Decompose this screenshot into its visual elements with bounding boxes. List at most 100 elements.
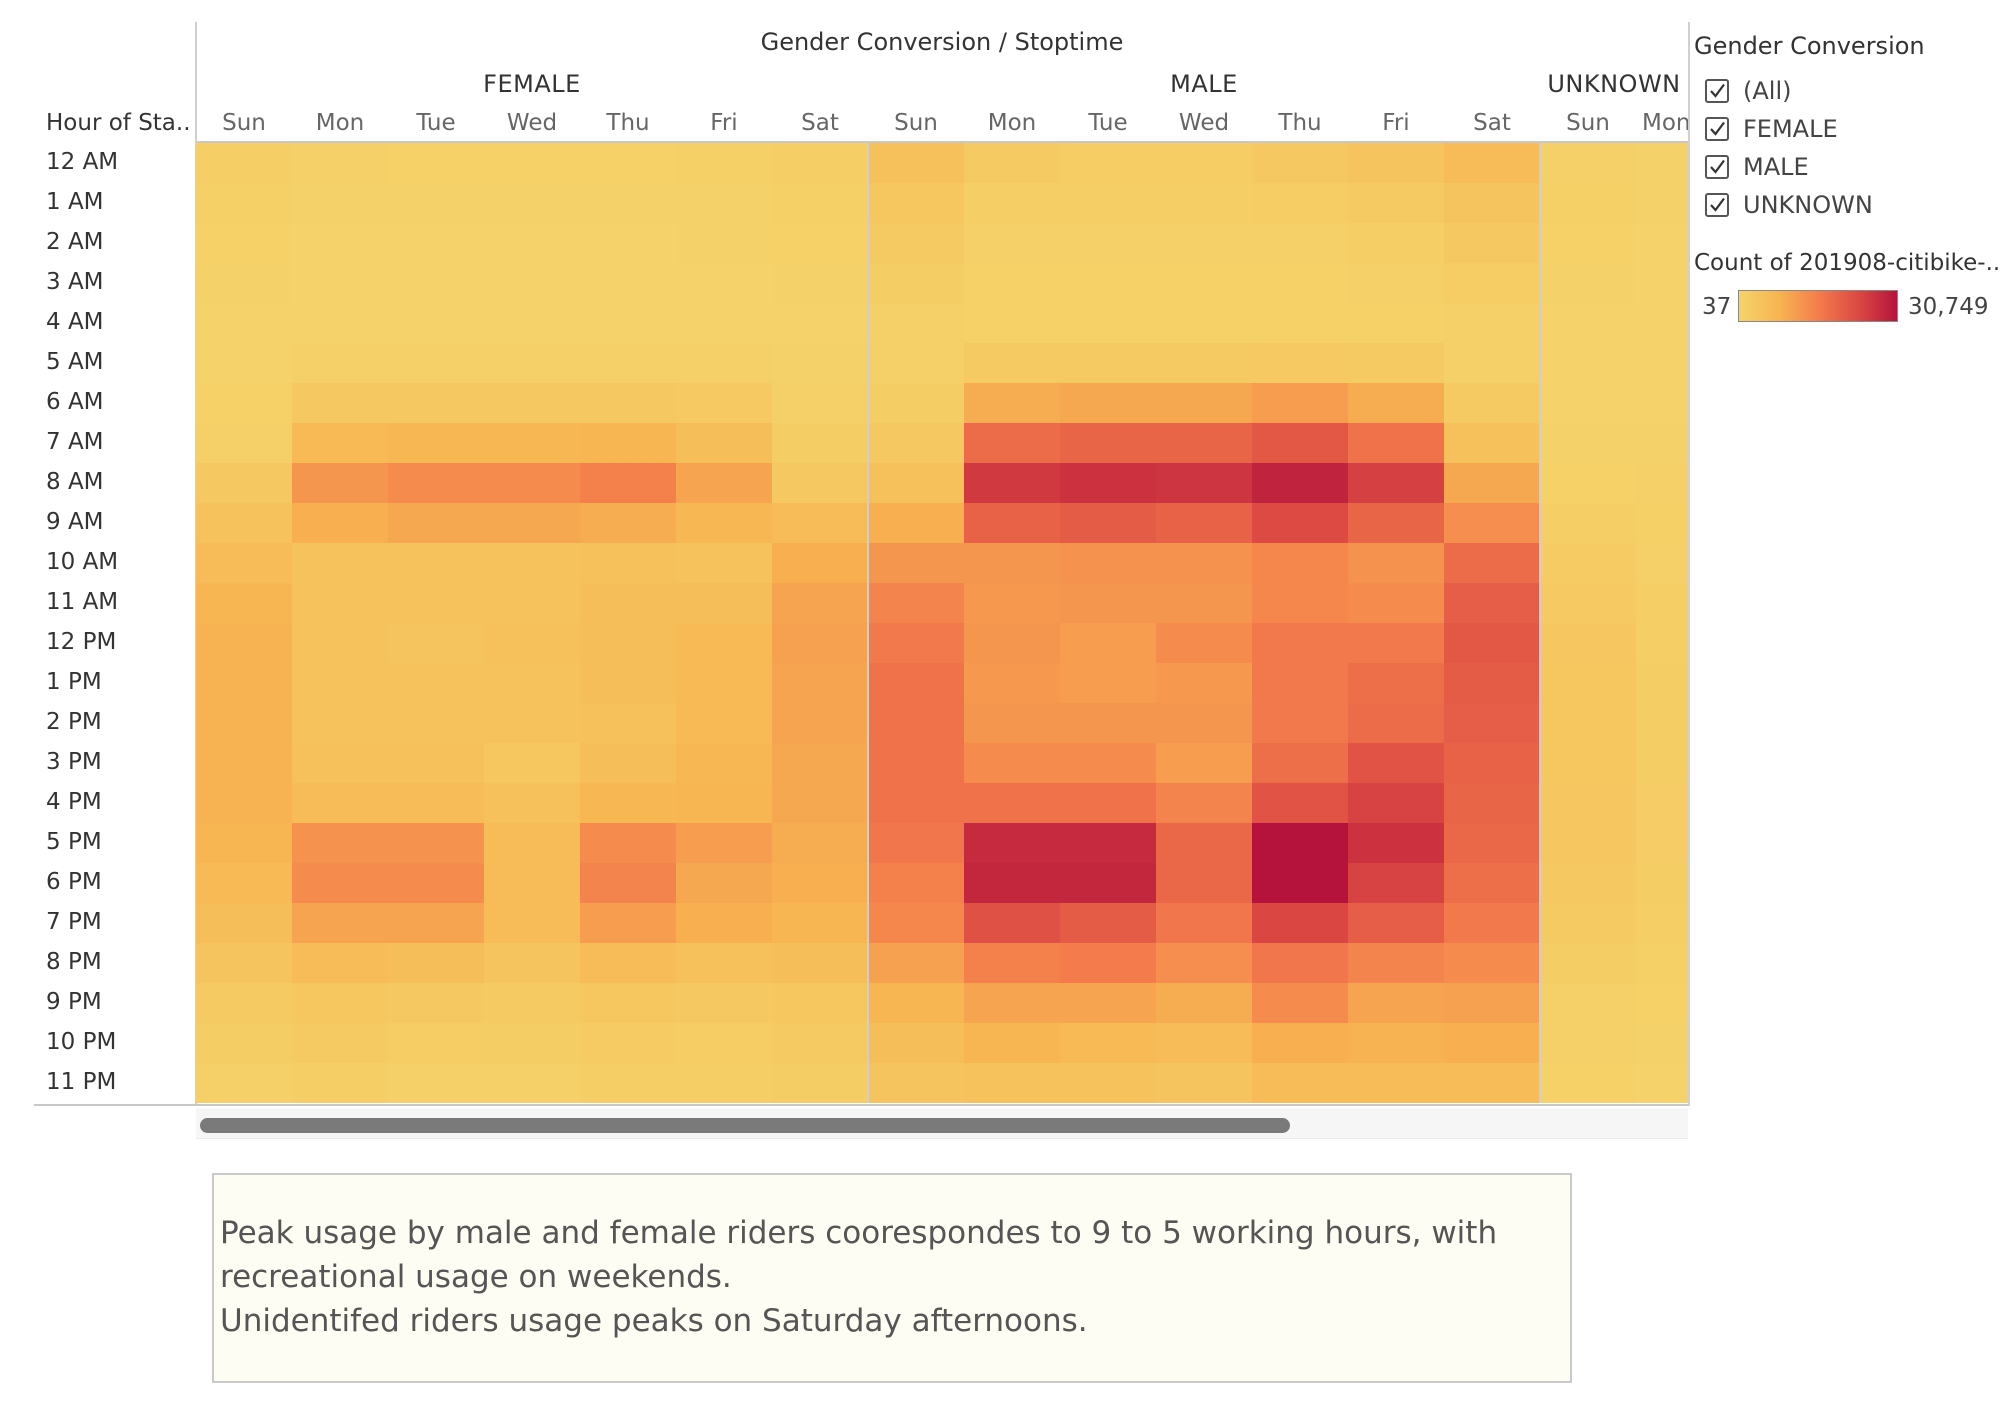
- heatmap-cell[interactable]: [1156, 543, 1252, 583]
- heatmap-cell[interactable]: [388, 1023, 484, 1063]
- heatmap-cell[interactable]: [196, 983, 292, 1023]
- heatmap-cell[interactable]: [1636, 383, 1688, 423]
- heatmap-cell[interactable]: [1348, 663, 1444, 703]
- heatmap-cell[interactable]: [1060, 543, 1156, 583]
- heatmap-cell[interactable]: [1252, 743, 1348, 783]
- heatmap-cell[interactable]: [292, 703, 388, 743]
- heatmap-cell[interactable]: [964, 303, 1060, 343]
- heatmap-cell[interactable]: [772, 983, 868, 1023]
- heatmap-cell[interactable]: [1156, 943, 1252, 983]
- heatmap-cell[interactable]: [868, 223, 964, 263]
- heatmap-cell[interactable]: [1348, 943, 1444, 983]
- heatmap-cell[interactable]: [1060, 663, 1156, 703]
- heatmap-cell[interactable]: [1540, 823, 1636, 863]
- heatmap-cell[interactable]: [580, 663, 676, 703]
- heatmap-cell[interactable]: [1252, 983, 1348, 1023]
- heatmap-cell[interactable]: [196, 263, 292, 303]
- heatmap-cell[interactable]: [1156, 623, 1252, 663]
- heatmap-cell[interactable]: [196, 463, 292, 503]
- heatmap-cell[interactable]: [484, 463, 580, 503]
- heatmap-cell[interactable]: [580, 1023, 676, 1063]
- heatmap-cell[interactable]: [1636, 303, 1688, 343]
- heatmap-cell[interactable]: [1348, 543, 1444, 583]
- heatmap-cell[interactable]: [964, 983, 1060, 1023]
- heatmap-cell[interactable]: [868, 263, 964, 303]
- heatmap-cell[interactable]: [1252, 383, 1348, 423]
- heatmap-cell[interactable]: [772, 903, 868, 943]
- heatmap-cell[interactable]: [772, 223, 868, 263]
- heatmap-cell[interactable]: [868, 823, 964, 863]
- heatmap-cell[interactable]: [580, 223, 676, 263]
- heatmap-cell[interactable]: [1636, 223, 1688, 263]
- heatmap-cell[interactable]: [676, 1023, 772, 1063]
- heatmap-cell[interactable]: [1252, 183, 1348, 223]
- heatmap-cell[interactable]: [196, 303, 292, 343]
- heatmap-cell[interactable]: [1060, 623, 1156, 663]
- heatmap-cell[interactable]: [676, 423, 772, 463]
- heatmap-cell[interactable]: [676, 663, 772, 703]
- heatmap-cell[interactable]: [964, 503, 1060, 543]
- heatmap-cell[interactable]: [484, 303, 580, 343]
- heatmap-cell[interactable]: [868, 423, 964, 463]
- heatmap-cell[interactable]: [1636, 503, 1688, 543]
- heatmap-cell[interactable]: [580, 943, 676, 983]
- heatmap-cell[interactable]: [1060, 263, 1156, 303]
- heatmap-cell[interactable]: [868, 583, 964, 623]
- heatmap-cell[interactable]: [772, 503, 868, 543]
- heatmap-cell[interactable]: [388, 983, 484, 1023]
- heatmap-cell[interactable]: [1060, 983, 1156, 1023]
- heatmap-cell[interactable]: [1060, 223, 1156, 263]
- heatmap-cell[interactable]: [964, 663, 1060, 703]
- heatmap-cell[interactable]: [868, 343, 964, 383]
- heatmap-cell[interactable]: [388, 1063, 484, 1103]
- heatmap-cell[interactable]: [868, 183, 964, 223]
- heatmap-cell[interactable]: [1540, 383, 1636, 423]
- heatmap-cell[interactable]: [1156, 743, 1252, 783]
- heatmap-cell[interactable]: [388, 183, 484, 223]
- heatmap-cell[interactable]: [1444, 703, 1540, 743]
- heatmap-cell[interactable]: [1636, 783, 1688, 823]
- heatmap[interactable]: [196, 143, 1688, 1105]
- heatmap-cell[interactable]: [1636, 1023, 1688, 1063]
- heatmap-cell[interactable]: [676, 783, 772, 823]
- heatmap-cell[interactable]: [1348, 583, 1444, 623]
- heatmap-cell[interactable]: [772, 783, 868, 823]
- heatmap-cell[interactable]: [1540, 663, 1636, 703]
- heatmap-cell[interactable]: [388, 623, 484, 663]
- heatmap-cell[interactable]: [1444, 343, 1540, 383]
- heatmap-cell[interactable]: [1636, 143, 1688, 183]
- heatmap-cell[interactable]: [1252, 823, 1348, 863]
- heatmap-cell[interactable]: [772, 423, 868, 463]
- heatmap-cell[interactable]: [1348, 1023, 1444, 1063]
- heatmap-cell[interactable]: [1252, 543, 1348, 583]
- heatmap-cell[interactable]: [388, 423, 484, 463]
- heatmap-cell[interactable]: [1348, 343, 1444, 383]
- heatmap-cell[interactable]: [580, 263, 676, 303]
- heatmap-cell[interactable]: [1348, 503, 1444, 543]
- heatmap-cell[interactable]: [1444, 823, 1540, 863]
- heatmap-cell[interactable]: [1060, 143, 1156, 183]
- heatmap-cell[interactable]: [964, 423, 1060, 463]
- heatmap-cell[interactable]: [1252, 223, 1348, 263]
- heatmap-cell[interactable]: [772, 263, 868, 303]
- heatmap-cell[interactable]: [676, 183, 772, 223]
- heatmap-cell[interactable]: [580, 503, 676, 543]
- heatmap-cell[interactable]: [388, 583, 484, 623]
- heatmap-cell[interactable]: [292, 943, 388, 983]
- heatmap-cell[interactable]: [292, 1063, 388, 1103]
- heatmap-cell[interactable]: [868, 703, 964, 743]
- heatmap-cell[interactable]: [1252, 903, 1348, 943]
- heatmap-cell[interactable]: [196, 1023, 292, 1063]
- heatmap-cell[interactable]: [964, 343, 1060, 383]
- heatmap-cell[interactable]: [1444, 303, 1540, 343]
- heatmap-cell[interactable]: [484, 863, 580, 903]
- heatmap-cell[interactable]: [484, 343, 580, 383]
- heatmap-cell[interactable]: [388, 343, 484, 383]
- heatmap-cell[interactable]: [1348, 303, 1444, 343]
- heatmap-cell[interactable]: [1636, 263, 1688, 303]
- checkbox-checked-icon[interactable]: [1705, 193, 1729, 217]
- heatmap-cell[interactable]: [484, 703, 580, 743]
- heatmap-cell[interactable]: [1444, 503, 1540, 543]
- heatmap-cell[interactable]: [772, 303, 868, 343]
- heatmap-cell[interactable]: [676, 503, 772, 543]
